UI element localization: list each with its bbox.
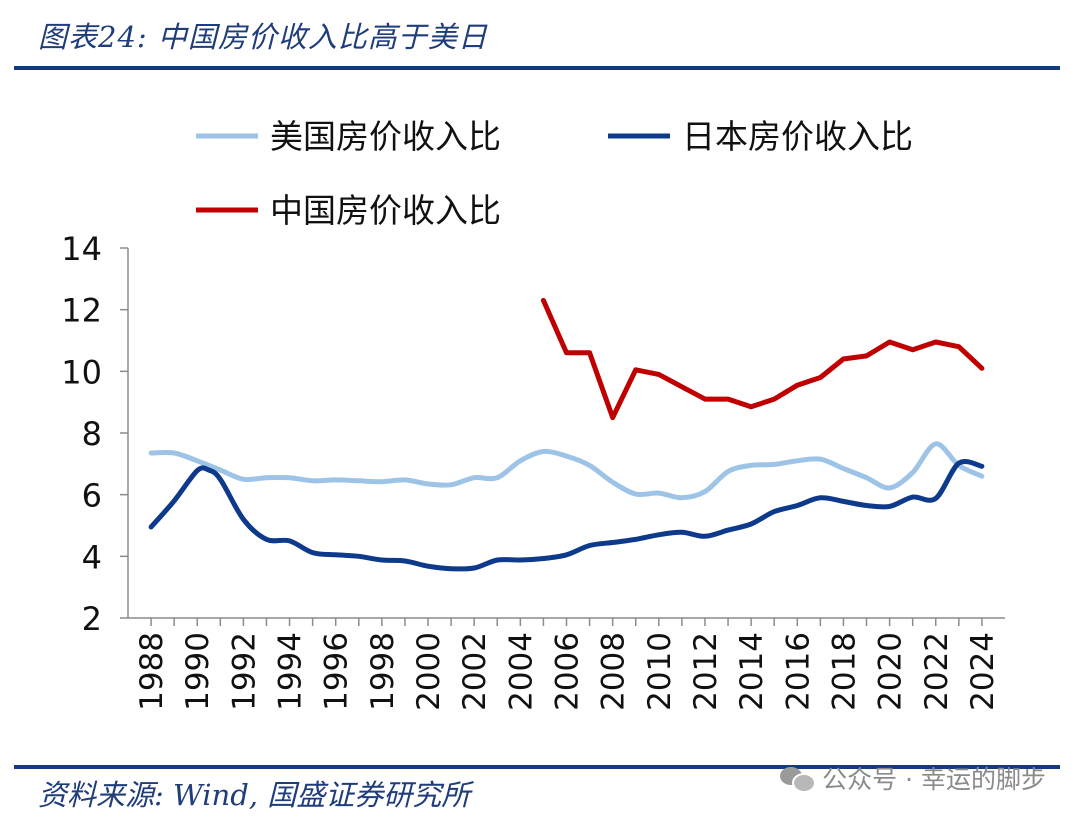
source-note: 资料来源: Wind, 国盛证券研究所 [38, 778, 471, 812]
y-tick-label: 14 [61, 230, 102, 268]
figure-title: 图表24: 中国房价收入比高于美日 [38, 20, 488, 54]
x-tick-label: 2000 [411, 632, 447, 711]
x-tick-label: 2006 [550, 632, 586, 711]
x-tick-label: 2008 [596, 632, 632, 711]
watermark-label: 公众号 · 幸运的脚步 [822, 765, 1046, 794]
chart-series [148, 297, 985, 572]
top-divider [14, 66, 1060, 70]
wechat-icon [780, 765, 817, 793]
x-tick-label: 1998 [365, 632, 401, 711]
x-tick-label: 1990 [180, 632, 216, 711]
x-tick-label: 1992 [226, 632, 262, 711]
y-tick-label: 8 [82, 415, 102, 453]
y-axis-tick-labels: 2 4 6 8 10 12 14 [61, 230, 102, 638]
x-tick-label: 2004 [503, 632, 539, 711]
x-tick-label: 2024 [965, 632, 1001, 711]
bottom-divider [14, 765, 1060, 769]
x-tick-label: 2012 [688, 632, 724, 711]
x-tick-label: 2016 [780, 632, 816, 711]
series-line-1 [148, 441, 985, 501]
x-tick-label: 1988 [134, 632, 170, 711]
legend-label-1: 美国房价收入比 [270, 117, 501, 156]
y-tick-label: 10 [61, 353, 102, 391]
x-tick-label: 2020 [873, 632, 909, 711]
y-tick-label: 6 [82, 477, 102, 515]
x-tick-label: 2014 [734, 632, 770, 711]
series-line-3 [540, 297, 985, 421]
series-line-2 [148, 458, 985, 572]
x-tick-label: 1994 [273, 632, 309, 711]
y-tick-label: 12 [61, 292, 102, 330]
x-tick-label: 2010 [642, 632, 678, 711]
chart-axes [120, 247, 1005, 626]
x-tick-label: 2002 [457, 632, 493, 711]
y-tick-label: 4 [82, 538, 102, 576]
legend-label-2: 日本房价收入比 [682, 117, 913, 156]
x-tick-label: 2022 [919, 632, 955, 711]
x-tick-label: 1996 [319, 632, 355, 711]
x-axis-tick-labels: 1988 1990 1992 1994 1996 1998 2000 2002 2004 2006… [134, 632, 1001, 711]
x-tick-label: 2018 [826, 632, 862, 711]
legend-label-3: 中国房价收入比 [270, 191, 501, 230]
y-tick-label: 2 [82, 600, 102, 638]
watermark: 公众号 · 幸运的脚步 [780, 760, 1046, 796]
